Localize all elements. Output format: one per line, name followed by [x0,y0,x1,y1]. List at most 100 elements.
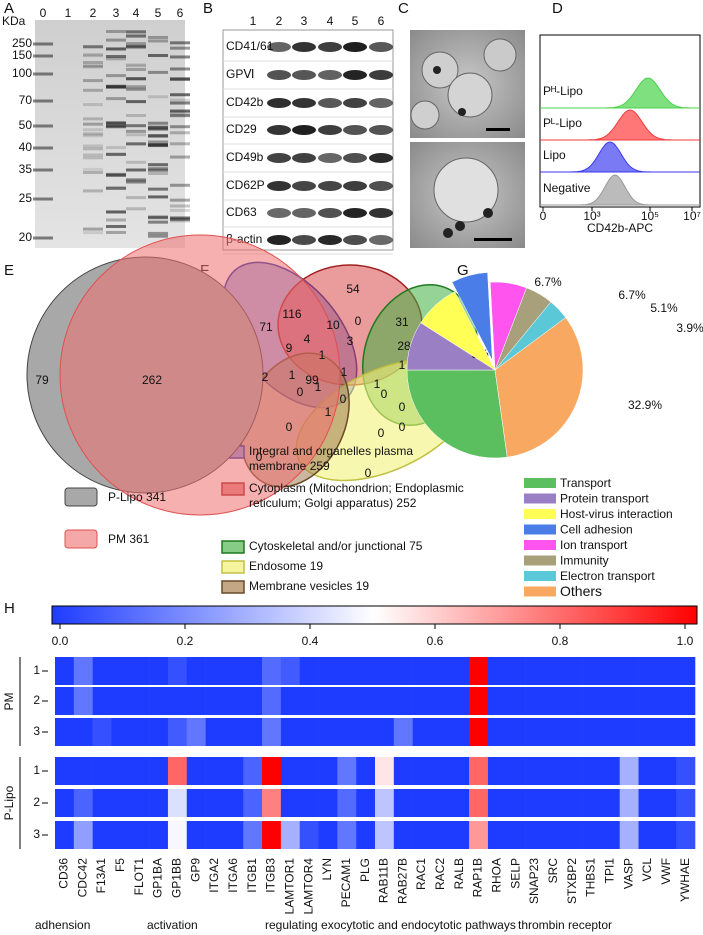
sample-label: Pᴸ-Lipo [543,116,582,130]
heatmap-cell [487,789,508,817]
heatmap-cell [582,757,602,785]
gel-band [106,186,126,190]
panel-label: B [203,0,213,17]
heatmap-cell [130,657,150,685]
heatmap-cell [469,821,489,849]
marker-label: 40 [19,140,33,154]
heatmap-cell [525,687,545,715]
heatmap-cell [563,687,583,715]
legend-swatch [524,524,556,535]
heatmap-cell [638,687,658,715]
heatmap-cell [186,821,206,849]
lane-label: 5 [352,14,359,28]
gel-band [106,97,126,101]
gel-band [148,220,168,224]
column-label: ITGB1 [245,858,259,893]
column-label: LAMTOR1 [282,858,296,915]
panel-label: E [4,262,14,279]
heatmap-cell [487,657,508,685]
blot-band [292,70,316,80]
gel-band [126,87,146,91]
heatmap-cell [619,657,639,685]
gel-band [170,125,190,129]
set-count: 0 [381,387,388,401]
heatmap-cell [224,821,244,849]
heatmap-cell [469,718,489,746]
heatmap-cell [149,821,169,849]
gel-band [126,77,146,81]
gel-band [170,219,190,223]
heatmap-cell [487,687,508,715]
group-label: regulating exocytotic and endocytotic pa… [265,918,516,932]
gel-band [170,67,190,71]
legend-label: Others [560,583,602,599]
colorbar-tick-label: 0.0 [52,634,69,648]
heatmap-cell [262,821,282,849]
gel-band [170,101,190,105]
tick-label: 0 [540,209,547,223]
column-label: SNAP23 [527,858,541,904]
heatmap-cell [469,757,489,785]
heatmap-cell [412,687,432,715]
gel-band [106,38,126,42]
heatmap-cell [657,687,677,715]
heatmap-cell [431,821,451,849]
heatmap-cell [55,687,75,715]
heatmap-cell [55,657,75,685]
gel-band [170,204,190,208]
blot-band [369,70,393,80]
protein-label: CD41/61 [226,39,274,53]
gel-band [83,103,103,107]
column-label: F13A1 [94,858,108,894]
gel-band [148,121,168,125]
legend-label: Ion transport [560,538,628,552]
heatmap-cell [205,718,225,746]
heatmap-cell [412,718,432,746]
gel-band [106,57,126,61]
heatmap-cell [450,657,470,685]
gel-band [170,216,190,220]
gel-band [33,54,53,58]
gel-band [148,121,168,125]
gel-band [170,46,190,50]
protein-label: CD29 [226,122,257,136]
heatmap-cell [205,657,225,685]
blot-band [292,235,316,245]
blot-band [267,70,291,80]
set-count: 1 [374,377,381,391]
gel-band [170,41,190,45]
gel-band [33,197,53,201]
gel-band [170,113,190,117]
marker-label: 70 [19,93,33,107]
set-count: 1 [325,405,332,419]
heatmap-cell [544,821,564,849]
gel-band [106,210,126,214]
gel-band [148,95,168,99]
pie-slice [451,272,493,361]
tick-label: 10⁷ [683,209,701,223]
set-count: 71 [259,320,273,334]
heatmap-cell [412,789,432,817]
heatmap-cell [469,789,489,817]
heatmap-cell [149,718,169,746]
lane-label: 1 [250,14,257,28]
heatmap-cell [356,657,376,685]
gel-band [33,72,53,76]
heatmap-cell [375,789,395,817]
column-label: GP1BB [170,858,184,898]
column-label: ITGB3 [264,858,278,893]
heatmap-cell [506,657,526,685]
column-label: GP1BA [151,858,165,898]
heatmap-cell [544,687,564,715]
blot-band [318,42,342,52]
blot-band [267,235,291,245]
blot-band [318,208,342,218]
row-label: 2 [33,795,40,809]
row-label: 3 [33,827,40,841]
heatmap-cell [73,718,93,746]
heatmap-cell [450,757,470,785]
heatmap-cell [525,757,545,785]
row-group-label: P-Lipo [2,785,16,820]
sample-label: Pᴴ-Lipo [543,84,583,98]
gel-band [106,29,126,33]
